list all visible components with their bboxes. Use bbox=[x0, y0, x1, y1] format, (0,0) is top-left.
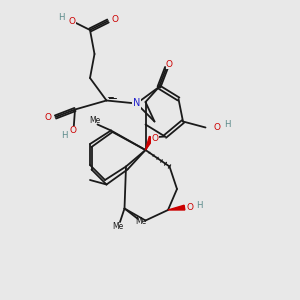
Text: Me: Me bbox=[112, 222, 124, 231]
Text: H: H bbox=[58, 14, 64, 22]
Text: N: N bbox=[133, 98, 140, 109]
Text: H: H bbox=[196, 201, 203, 210]
Polygon shape bbox=[168, 205, 185, 210]
Text: O: O bbox=[166, 60, 173, 69]
Text: O: O bbox=[186, 202, 193, 211]
Text: O: O bbox=[111, 15, 118, 24]
Text: H: H bbox=[61, 131, 68, 140]
Text: O: O bbox=[152, 134, 159, 143]
Text: Me: Me bbox=[135, 218, 147, 226]
Polygon shape bbox=[146, 136, 154, 150]
Text: Me: Me bbox=[89, 116, 100, 125]
Text: O: O bbox=[213, 123, 220, 132]
Text: H: H bbox=[224, 120, 231, 129]
Text: O: O bbox=[45, 112, 52, 122]
Text: O: O bbox=[70, 126, 77, 135]
Text: O: O bbox=[68, 16, 76, 26]
